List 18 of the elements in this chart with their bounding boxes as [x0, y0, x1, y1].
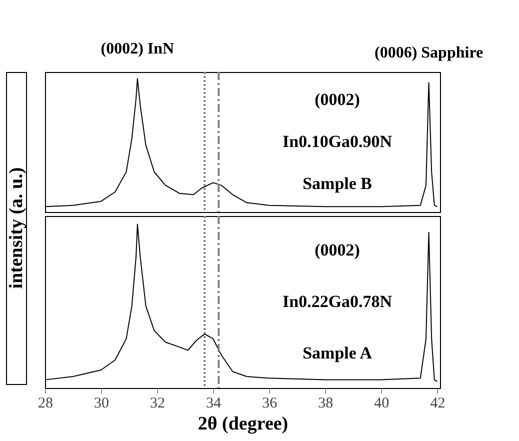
annotation: (0002)	[314, 240, 360, 260]
x-tick-label: 28	[38, 396, 53, 412]
x-tick-label: 32	[150, 396, 166, 412]
x-tick-label: 42	[430, 396, 446, 412]
x-tick-label: 30	[94, 396, 110, 412]
y-axis-title: intensity (a. u.)	[6, 167, 27, 289]
annotation: (0006) Sapphire	[374, 44, 484, 62]
x-tick-label: 34	[206, 396, 222, 412]
annotation: Sample A	[302, 344, 373, 363]
annotation: Sample B	[302, 174, 372, 193]
x-tick-label: 40	[374, 396, 390, 412]
annotation: (0002) InN	[100, 40, 175, 58]
x-tick-label: 36	[262, 396, 278, 412]
x-tick-label: 38	[318, 396, 334, 412]
x-axis-title: 2θ (degree)	[198, 414, 288, 434]
annotation: In0.22Ga0.78N	[282, 292, 393, 311]
annotation: (0002)	[314, 90, 360, 109]
annotation: In0.10Ga0.90N	[282, 132, 393, 151]
